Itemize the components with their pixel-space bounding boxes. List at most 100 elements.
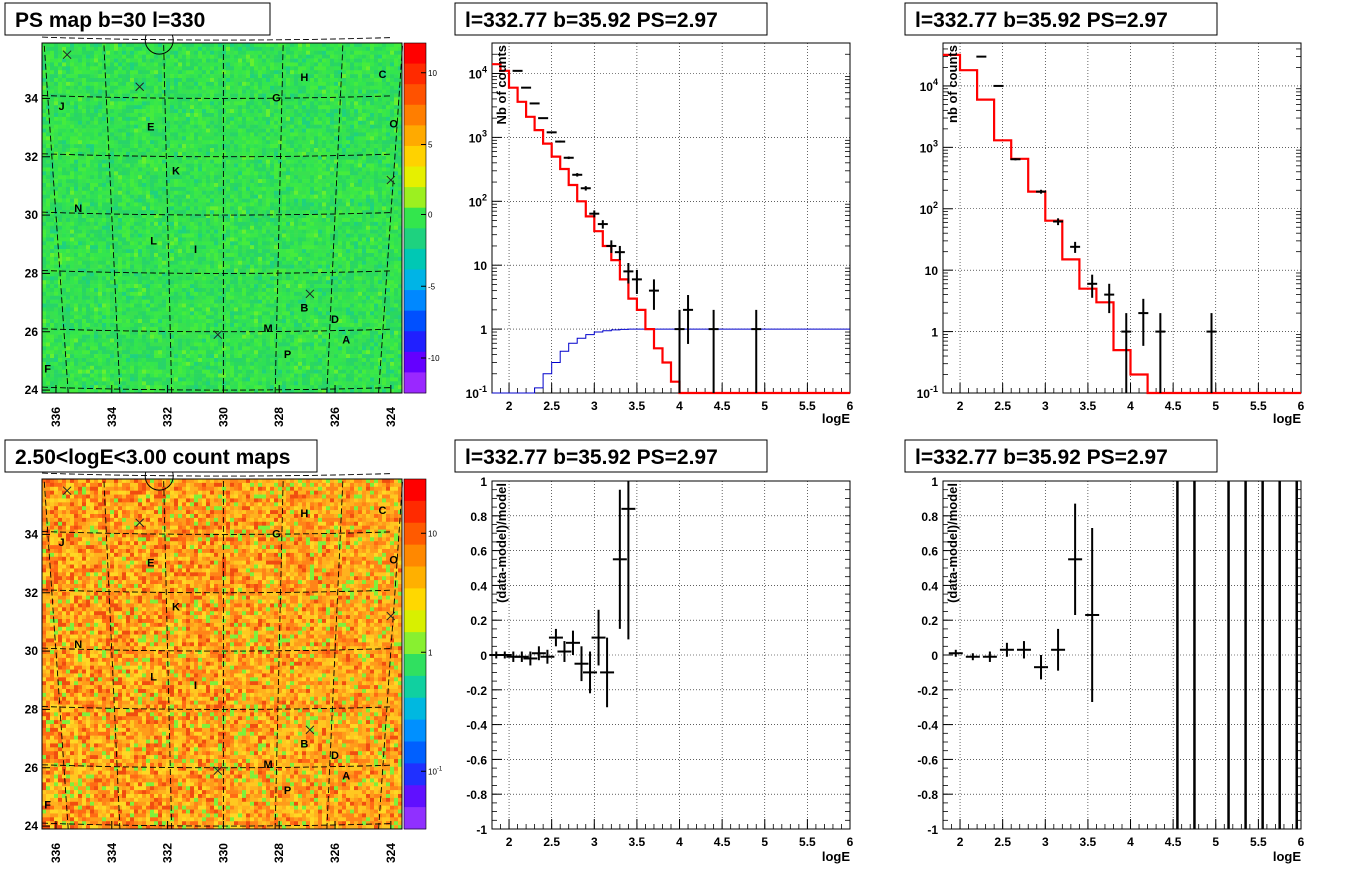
- source-label-g: G: [272, 528, 281, 540]
- colorbar-tick-label: 10-1: [428, 766, 443, 776]
- residual-points-4: [489, 481, 636, 708]
- source-label-a: A: [342, 770, 350, 782]
- x-tick-label: 3.5: [629, 835, 646, 849]
- y-tick-label: 0.8: [470, 510, 487, 524]
- colorbar-tick-label: 0: [428, 211, 433, 220]
- colorbar-tick-label: 5: [428, 141, 433, 150]
- x-tick-label: 332: [161, 407, 175, 427]
- source-label-n: N: [74, 639, 82, 651]
- x-tick-label: 3: [1042, 399, 1049, 413]
- x-tick-label: 324: [384, 843, 398, 863]
- x-tick-label: 332: [161, 843, 175, 863]
- colorbar-0: 10 5 0 -5 -10: [403, 42, 440, 394]
- x-tick-label: 5.5: [799, 835, 816, 849]
- y-tick-label: 103: [920, 138, 938, 155]
- x-tick-label: 6: [1298, 399, 1305, 413]
- data-points-2: [976, 55, 1217, 393]
- y-tick-label: 10-1: [917, 384, 938, 401]
- x-tick-label: 2.5: [994, 835, 1011, 849]
- panel-title-2-box: [904, 2, 1218, 36]
- residual-vertical-bars: [1176, 481, 1298, 829]
- x-tick-label: 3: [591, 835, 598, 849]
- y-tick-label: 0: [931, 649, 938, 663]
- heatmap-panel-0: H C J G O E K N L I B D M A P F 336 334 332 330 328 326 324 24 2…: [4, 2, 440, 427]
- x-tick-label: 6: [847, 399, 854, 413]
- x-tick-label: 4.5: [1165, 399, 1182, 413]
- source-label-k: K: [172, 601, 180, 613]
- plot-frame-1: [491, 42, 851, 394]
- x-tick-label: 5.5: [799, 399, 816, 413]
- y-tick-label: 1: [931, 475, 938, 489]
- y-tick-label: 26: [25, 761, 39, 775]
- cross-marker: [305, 725, 315, 735]
- y-tick-label: -0.6: [917, 753, 938, 767]
- source-labels-3: H C J G O E K N L I B D M A P F: [44, 505, 398, 812]
- x-tick-label: 2: [957, 399, 964, 413]
- x-tick-label: 2: [506, 399, 513, 413]
- y-tick-label: 34: [25, 527, 39, 541]
- y-axis-label: (data-model)/model: [945, 483, 960, 603]
- count-plot-1: 2 2.5 3 3.5 4 4.5 5 5.5 6 10-1 1 10 102 103 104 logE Nb …: [454, 2, 854, 426]
- x-tick-label: 4.5: [1165, 835, 1182, 849]
- x-tick-label: 4: [676, 399, 683, 413]
- source-label-n: N: [74, 203, 82, 215]
- y-tick-label: -0.8: [917, 788, 938, 802]
- heatmap-cells-0: [42, 43, 403, 394]
- y-tick-label: 28: [25, 702, 39, 716]
- x-tick-label: 334: [105, 843, 119, 863]
- y-tick-label: 30: [25, 644, 39, 658]
- source-label-o: O: [389, 555, 398, 567]
- colorbar-tick-label: 10: [428, 529, 437, 538]
- source-label-h: H: [300, 72, 308, 84]
- residual-plot-4: 2 2.5 3 3.5 4 4.5 5 5.5 6 -1 -0.8 -0.6 -0.4 -0.2 0 0.2 0…: [454, 439, 854, 864]
- source-label-c: C: [378, 69, 386, 81]
- y-tick-label: 26: [25, 325, 39, 339]
- x-tick-label: 2.5: [543, 835, 560, 849]
- y-axis-label: (data-model)/model: [494, 483, 509, 603]
- y-tick-label: -0.6: [466, 753, 487, 767]
- y-tick-label: 102: [469, 192, 487, 209]
- x-tick-label: 4.5: [714, 399, 731, 413]
- source-label-e: E: [147, 558, 154, 570]
- y-tick-label: 32: [25, 586, 39, 600]
- panel-title-1: l=332.77 b=35.92 PS=2.97: [465, 9, 718, 32]
- panel-title-4: l=332.77 b=35.92 PS=2.97: [465, 446, 718, 469]
- panel-title-3: 2.50<logE<3.00 count maps: [15, 446, 290, 469]
- y-tick-label: 0.4: [470, 579, 487, 593]
- y-tick-label: 10-1: [466, 384, 487, 401]
- x-tick-label: 324: [384, 407, 398, 427]
- x-tick-label: 2.5: [994, 399, 1011, 413]
- y-tick-label: 1: [480, 323, 487, 337]
- x-tick-label: 3.5: [1080, 399, 1097, 413]
- x-axis-label: logE: [1273, 411, 1301, 426]
- x-tick-label: 336: [49, 407, 63, 427]
- source-label-e: E: [147, 122, 154, 134]
- colorbar-tick-label: -5: [428, 282, 436, 291]
- y-axis-label: Nb of counts: [494, 45, 509, 124]
- y-tick-label: 0.4: [921, 579, 938, 593]
- graticule-0: [41, 36, 404, 394]
- crosses-0: [62, 50, 396, 340]
- source-label-f: F: [44, 364, 51, 376]
- y-tick-label: 104: [469, 64, 487, 81]
- cross-marker: [135, 518, 145, 528]
- panel-title-4-box: [454, 439, 768, 473]
- x-tick-label: 2.5: [543, 399, 560, 413]
- y-tick-label: 0.2: [921, 614, 938, 628]
- source-label-p: P: [284, 785, 291, 797]
- x-tick-label: 6: [847, 835, 854, 849]
- x-tick-label: 2: [506, 835, 513, 849]
- y-tick-label: 0.2: [470, 614, 487, 628]
- source-label-b: B: [300, 302, 308, 314]
- y-tick-label: -0.4: [917, 719, 938, 733]
- panel-title-0: PS map b=30 l=330: [15, 9, 205, 32]
- x-tick-label: 6: [1298, 835, 1305, 849]
- heatmap-cells-3: [42, 479, 403, 830]
- colorbar-tick-label: -10: [428, 354, 440, 363]
- y-tick-label: 0: [480, 649, 487, 663]
- y-tick-label: -0.4: [466, 719, 487, 733]
- panel-title-5: l=332.77 b=35.92 PS=2.97: [915, 446, 1168, 469]
- x-tick-label: 5: [761, 399, 768, 413]
- y-tick-label: 102: [920, 200, 938, 217]
